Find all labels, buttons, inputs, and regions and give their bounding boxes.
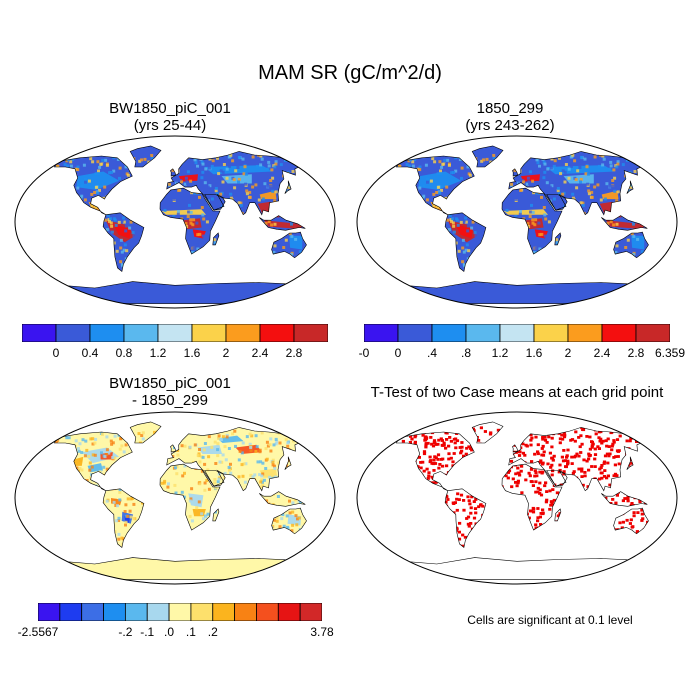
panel1-arabia [204,194,226,211]
colorbar-top-left-tick-label: 0 [52,346,60,360]
colorbar-top-left-swatch [259,324,295,342]
panel3-madagascar [212,509,219,521]
colorbar-top-left-swatch [191,324,227,342]
colorbar-top-left-tick-label: 1.6 [183,346,201,360]
panel2-title-line2: (yrs 243-262) [465,117,555,134]
colorbar-top-left-tick-label: 2.4 [251,346,269,360]
panel2-antarctica [392,281,642,304]
colorbar-bottom-swatch [103,603,126,621]
colorbar-top-left-swatch [55,324,91,342]
colorbar-bottom-swatch [256,603,279,621]
colorbar-bottom-swatch [59,603,83,621]
colorbar-top-right-tick-label: 2.4 [593,346,611,360]
panel3-border [14,411,336,585]
colorbar-top-left-tick-label: 1.2 [149,346,167,360]
panel1-title: BW1850_piC_001 (yrs 25-44) [70,100,270,134]
panel2-title-line1: 1850_299 [476,100,544,117]
colorbar-bottom [38,603,322,621]
panel4-border [356,411,678,585]
colorbar-top-right-tick-label: .4 [426,346,438,360]
colorbar-top-right-swatch [499,324,535,342]
panel1-map [14,135,336,309]
panel2-arabia [546,194,568,211]
colorbar-bottom-tick-label: .2 [207,625,218,639]
colorbar-top-right [364,324,670,342]
colorbar-bottom-tick-label: .0 [164,625,175,639]
colorbar-top-right-swatch [465,324,501,342]
colorbar-bottom-tick-label: -.1 [140,625,155,639]
colorbar-top-right-tick-label: 2.8 [627,346,645,360]
panel2-title: 1850_299 (yrs 243-262) [410,100,610,134]
panel2-border [356,135,678,309]
panel4-eurasia [508,427,646,491]
colorbar-top-right-tick-label: 2 [564,346,572,360]
colorbar-bottom-swatch [124,603,148,621]
panel3-title: BW1850_piC_001 - 1850_299 [70,375,270,409]
colorbar-bottom-swatch [38,603,61,621]
colorbar-top-left-tick-label: 0.8 [115,346,133,360]
colorbar-bottom-tick-label: 3.78 [310,625,334,639]
colorbar-bottom-swatch [168,603,192,621]
colorbar-top-right-swatch [601,324,637,342]
panel1-title-line1: BW1850_piC_001 [109,100,231,117]
colorbar-top-left-swatch [293,324,328,342]
colorbar-top-left-tick-label: 2 [222,346,230,360]
colorbar-top-right-swatch [533,324,569,342]
panel4-title-line1: T-Test of two Case means at each grid po… [370,384,664,401]
colorbar-top-left-tick-label: 2.8 [285,346,303,360]
colorbar-bottom-swatch [234,603,257,621]
colorbar-top-left-swatch [157,324,193,342]
colorbar-bottom-swatch [212,603,236,621]
colorbar-bottom-swatch [190,603,214,621]
panel1-border [14,135,336,309]
colorbar-top-right-labels: -0 0 .4 .8 1.2 1.6 2 2.4 2.8 6.359 [359,346,685,362]
panel3-map [14,411,336,585]
colorbar-top-left [22,324,328,342]
colorbar-top-left-labels: 0 0.4 0.8 1.2 1.6 2 2.4 2.8 [22,346,328,362]
panel4-map [356,411,678,585]
colorbar-top-right-swatch [635,324,670,342]
colorbar-bottom-swatch [299,603,322,621]
significance-note: Cells are significant at 0.1 level [467,613,633,627]
panel2-greenland [472,145,503,167]
colorbar-bottom-swatch [146,603,170,621]
colorbar-top-right-tick-label: -0 [358,346,370,360]
colorbar-bottom-swatch [277,603,301,621]
colorbar-top-left-swatch [22,324,57,342]
panel4-title: T-Test of two Case means at each grid po… [352,384,682,401]
panel4-greenland [472,421,503,443]
panel1-antarctica [50,281,300,304]
colorbar-bottom-swatch [81,603,104,621]
panel3-antarctica [50,557,300,580]
colorbar-top-right-tick-label: 6.359 [654,346,686,360]
panel3-title-line1: BW1850_piC_001 [109,375,231,392]
colorbar-top-right-swatch [567,324,603,342]
colorbar-top-right-tick-label: 1.6 [525,346,543,360]
panel3-title-line2: - 1850_299 [132,392,208,409]
colorbar-top-right-swatch [364,324,399,342]
colorbar-bottom-tick-label: -.2 [118,625,133,639]
panel1-greenland [130,145,161,167]
colorbar-bottom-labels: -2.5567 -.2 -.1 .0 .1 .2 3.78 [18,625,334,641]
colorbar-top-right-tick-label: 0 [394,346,402,360]
panel1-title-line2: (yrs 25-44) [133,117,207,134]
colorbar-top-right-swatch [397,324,433,342]
panel4-antarctica [392,557,642,580]
colorbar-top-right-swatch [431,324,467,342]
figure-title: MAM SR (gC/m^2/d) [258,62,442,84]
colorbar-top-right-tick-label: 1.2 [491,346,509,360]
colorbar-bottom-tick-label: -2.5567 [17,625,59,639]
panel3-greenland [130,421,161,443]
colorbar-top-left-swatch [225,324,261,342]
colorbar-top-left-swatch [123,324,159,342]
panel2-map [356,135,678,309]
colorbar-top-left-tick-label: 0.4 [81,346,99,360]
colorbar-top-right-tick-label: .8 [460,346,472,360]
colorbar-bottom-tick-label: .1 [185,625,196,639]
colorbar-top-left-swatch [89,324,125,342]
